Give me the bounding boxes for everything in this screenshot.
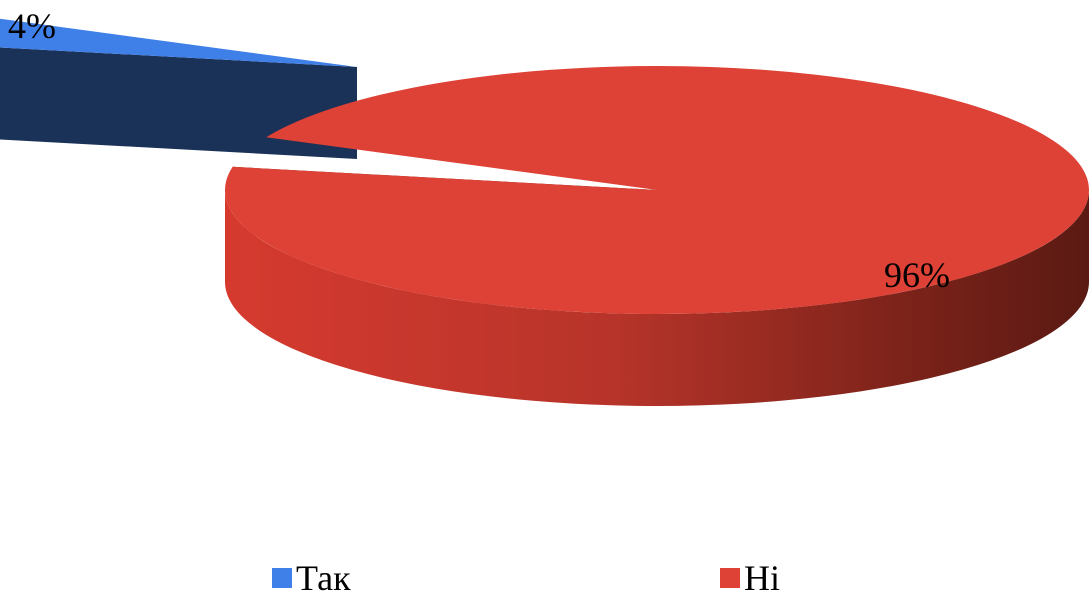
legend-item-yes: Так xyxy=(272,558,351,598)
slice-no xyxy=(225,65,1090,314)
slice-yes xyxy=(0,18,357,67)
legend-label-no: Ні xyxy=(744,558,780,598)
slice-yes-wall xyxy=(0,47,357,159)
data-label-yes: 4% xyxy=(8,6,56,46)
data-label-no: 96% xyxy=(884,255,950,295)
slice-no-side xyxy=(225,190,1089,406)
legend-swatch-yes xyxy=(272,568,292,588)
legend-label-yes: Так xyxy=(296,558,351,598)
legend-swatch-no xyxy=(720,568,740,588)
legend-item-no: Ні xyxy=(720,558,780,598)
